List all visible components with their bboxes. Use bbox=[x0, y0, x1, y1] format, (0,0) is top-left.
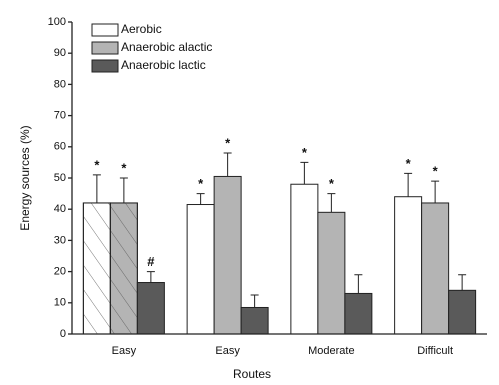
error-bar bbox=[404, 172, 413, 197]
error-bar bbox=[250, 294, 259, 308]
error-bar bbox=[327, 193, 336, 213]
significance-marker: * bbox=[94, 157, 100, 172]
error-bar bbox=[300, 161, 309, 185]
error-bar bbox=[458, 274, 467, 291]
bar bbox=[421, 202, 450, 335]
x-tick-label: Easy bbox=[112, 345, 137, 357]
error-bar bbox=[119, 177, 128, 203]
legend-label: Aerobic bbox=[121, 22, 162, 36]
error-bar bbox=[196, 193, 205, 205]
bar bbox=[344, 292, 373, 335]
y-tick-label: 80 bbox=[54, 78, 66, 90]
y-tick-label: 50 bbox=[54, 172, 66, 184]
y-tick-label: 10 bbox=[54, 297, 66, 309]
significance-marker: * bbox=[302, 145, 308, 160]
legend-label: Anaerobic alactic bbox=[121, 40, 212, 54]
y-tick-label: 20 bbox=[54, 266, 66, 278]
error-bar bbox=[146, 271, 155, 283]
bar bbox=[394, 196, 423, 335]
significance-marker: * bbox=[198, 176, 204, 191]
error-bar bbox=[223, 152, 232, 177]
legend-swatch bbox=[91, 23, 119, 37]
significance-marker: # bbox=[147, 254, 155, 269]
bar bbox=[317, 211, 346, 335]
x-axis-label: Routes bbox=[233, 367, 271, 381]
legend-swatch bbox=[91, 41, 119, 55]
bar bbox=[136, 282, 165, 335]
legend-swatch bbox=[91, 59, 119, 73]
y-axis-label: Energy sources (%) bbox=[18, 125, 32, 230]
error-bar bbox=[431, 180, 440, 203]
y-tick-label: 60 bbox=[54, 141, 66, 153]
error-bar bbox=[92, 174, 101, 203]
y-tick-label: 90 bbox=[54, 47, 66, 59]
bar-hatch bbox=[82, 202, 111, 335]
x-tick-label: Moderate bbox=[308, 345, 354, 357]
bar bbox=[186, 204, 215, 335]
x-tick-label: Easy bbox=[215, 345, 240, 357]
bar bbox=[290, 183, 319, 335]
y-tick-label: 30 bbox=[54, 234, 66, 246]
bar-hatch bbox=[109, 202, 138, 335]
x-tick-label: Difficult bbox=[417, 345, 453, 357]
bar bbox=[240, 306, 269, 335]
y-tick-label: 0 bbox=[60, 328, 66, 340]
bar bbox=[213, 175, 242, 335]
significance-marker: * bbox=[406, 156, 412, 171]
bar bbox=[448, 289, 477, 335]
significance-marker: * bbox=[121, 160, 127, 175]
significance-marker: * bbox=[225, 135, 231, 150]
significance-marker: * bbox=[433, 164, 439, 179]
y-tick-label: 40 bbox=[54, 203, 66, 215]
y-tick-label: 100 bbox=[48, 16, 66, 28]
legend-label: Anaerobic lactic bbox=[121, 58, 206, 72]
y-tick-label: 70 bbox=[54, 110, 66, 122]
significance-marker: * bbox=[329, 176, 335, 191]
error-bar bbox=[354, 274, 363, 294]
